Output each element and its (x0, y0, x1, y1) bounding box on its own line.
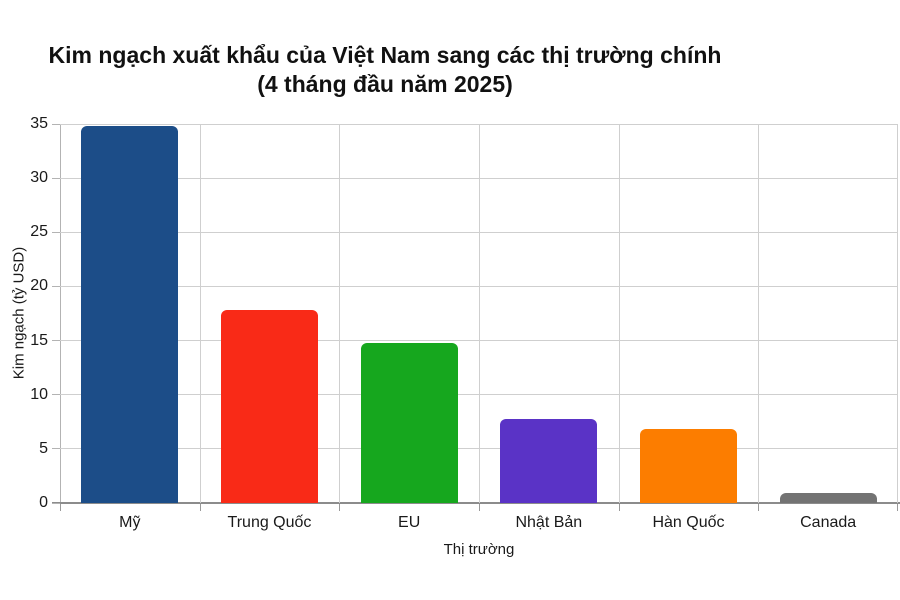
gridline-x-6 (897, 124, 898, 503)
x-cat-label-1: Trung Quốc (227, 514, 312, 531)
bar-2 (360, 342, 458, 503)
x-tickmark (60, 504, 61, 511)
y-tick-label: 25 (30, 223, 48, 241)
x-tickmark (758, 504, 760, 511)
y-tick-label: 0 (39, 494, 48, 511)
gridline-x-4 (618, 124, 620, 503)
gridline-x-1 (199, 124, 201, 503)
y-tickmark (52, 285, 60, 287)
x-tickmark (897, 504, 898, 511)
y-tick-label: 20 (30, 277, 48, 295)
x-cat-label-4: Hàn Quốc (652, 514, 725, 531)
x-cat-label-5: Canada (800, 514, 857, 531)
y-tickmark (52, 394, 60, 396)
gridline-x-2 (339, 124, 341, 503)
x-axis-line (52, 502, 900, 504)
y-tick-label: 15 (30, 331, 48, 349)
y-tickmark (52, 123, 60, 125)
y-tick-label: 35 (30, 115, 48, 132)
x-cat-label-2: EU (398, 514, 421, 531)
gridline-x-3 (479, 124, 480, 503)
y-axis-line (60, 124, 61, 503)
x-tickmark (618, 504, 620, 511)
y-tick-label: 10 (30, 385, 48, 403)
plot-area: Thị trường 0 5 10 15 20 25 30 35 Mỹ Trung Quốc EU N… (30, 115, 900, 558)
y-tick-label: 5 (39, 439, 48, 457)
y-tickmark (52, 502, 60, 504)
y-axis-title: Kim ngạch (tỷ USD) (10, 246, 28, 380)
x-cat-label-3: Nhật Bản (515, 514, 583, 531)
bar-5 (779, 493, 877, 503)
bar-1 (221, 310, 318, 503)
chart-title-line1: Kim ngạch xuất khẩu của Việt Nam sang cá… (48, 42, 722, 68)
x-axis-title: Thị trường (443, 541, 515, 558)
x-tickmark (479, 504, 480, 511)
bar-0 (81, 126, 179, 503)
y-tickmark (52, 340, 60, 342)
chart-title: Kim ngạch xuất khẩu của Việt Nam sang cá… (0, 41, 770, 99)
y-tickmark (52, 231, 60, 233)
x-tickmark (199, 504, 201, 511)
y-tickmark (52, 177, 60, 179)
bar-3 (500, 418, 598, 503)
chart-title-line2: (4 tháng đầu năm 2025) (257, 71, 513, 97)
bar-4 (640, 429, 737, 503)
gridline-x-5 (758, 124, 760, 503)
y-tickmark (52, 448, 60, 450)
y-tick-label: 30 (30, 169, 48, 187)
x-tickmark (339, 504, 341, 511)
x-cat-label-0: Mỹ (119, 514, 141, 531)
